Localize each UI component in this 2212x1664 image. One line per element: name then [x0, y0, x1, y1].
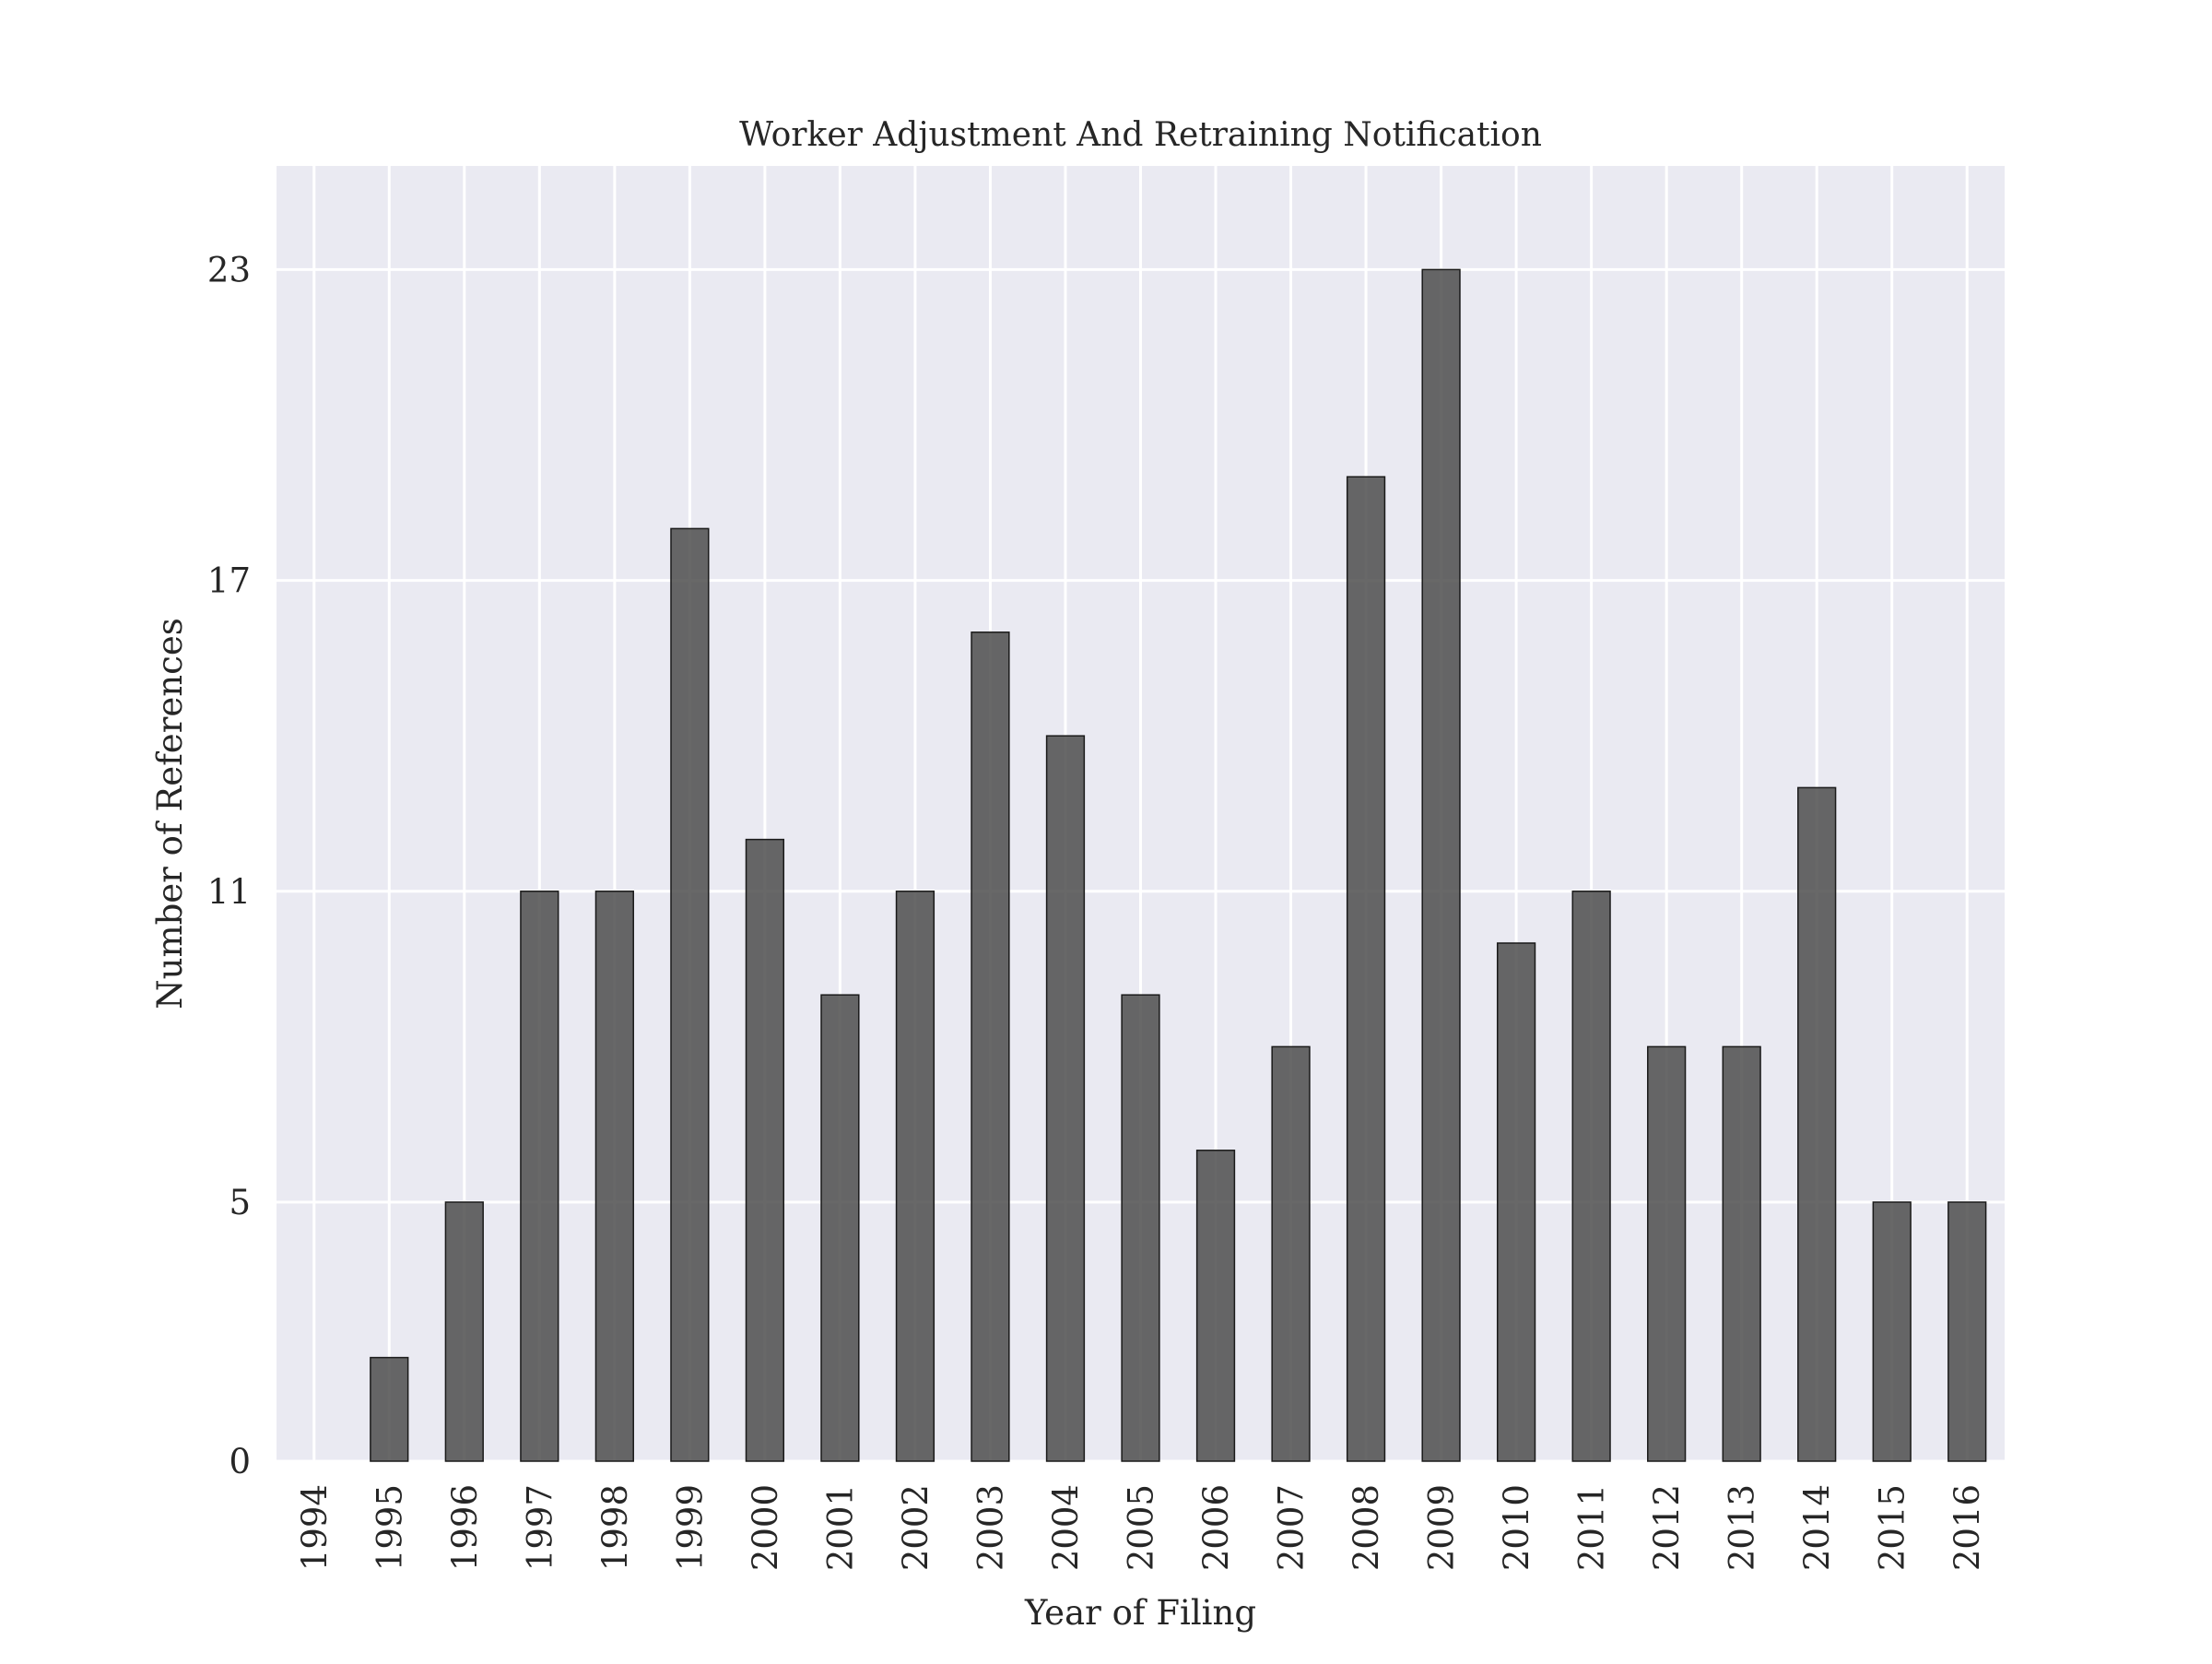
- bar-2007: [1271, 1045, 1311, 1462]
- x-axis-label: Year of Filing: [1024, 1593, 1256, 1633]
- bar-1998: [594, 891, 634, 1462]
- bar-2003: [971, 631, 1010, 1462]
- x-tick-label: 2015: [1873, 1484, 1912, 1571]
- bar-2012: [1647, 1045, 1687, 1462]
- x-tick-label: 1999: [670, 1484, 710, 1571]
- bar-2016: [1947, 1201, 1987, 1462]
- bar-2015: [1872, 1201, 1912, 1462]
- y-tick-label: 5: [229, 1183, 251, 1222]
- y-tick-label: 23: [207, 250, 251, 289]
- x-tick-label: 2007: [1272, 1484, 1312, 1571]
- bar-1999: [670, 527, 710, 1462]
- x-tick-label: 2002: [896, 1484, 935, 1571]
- x-tick-label: 1997: [520, 1484, 559, 1571]
- x-tick-label: 2005: [1122, 1484, 1161, 1571]
- x-tick-label: 2014: [1797, 1484, 1837, 1571]
- bar-2000: [745, 838, 785, 1462]
- x-tick-label: 2006: [1196, 1484, 1236, 1571]
- bar-2006: [1195, 1150, 1236, 1462]
- x-tick-label: 2012: [1647, 1484, 1687, 1571]
- bars: [370, 268, 1987, 1462]
- bar-1996: [444, 1201, 484, 1462]
- x-tick-label: 2003: [971, 1484, 1010, 1571]
- bar-2005: [1121, 994, 1160, 1462]
- x-tick-label: 1994: [295, 1484, 335, 1571]
- bar-2009: [1421, 268, 1461, 1462]
- bar-2014: [1797, 786, 1837, 1462]
- x-tick-label: 2011: [1572, 1484, 1612, 1571]
- chart-title: Worker Adjustment And Retraining Notific…: [739, 116, 1542, 154]
- bar-2001: [820, 994, 860, 1462]
- x-tick-label: 2013: [1723, 1484, 1762, 1571]
- y-tick-label: 11: [207, 872, 251, 912]
- x-tick-label: 2004: [1046, 1484, 1086, 1571]
- bar-1997: [520, 891, 559, 1462]
- x-tick-label: 2001: [820, 1484, 860, 1571]
- bar-2008: [1346, 476, 1386, 1462]
- x-tick-label: 2016: [1947, 1484, 1987, 1571]
- y-axis-label: Number of References: [150, 618, 190, 1009]
- bar-1995: [370, 1356, 409, 1462]
- bar-2013: [1722, 1045, 1761, 1462]
- x-tick-label: 2000: [746, 1484, 785, 1571]
- y-tick-label: 0: [229, 1442, 251, 1481]
- x-tick-label: 2009: [1422, 1484, 1462, 1571]
- bar-2010: [1496, 942, 1536, 1462]
- bar-2011: [1571, 891, 1611, 1462]
- bar-2004: [1045, 735, 1086, 1462]
- x-tick-label: 1995: [370, 1484, 409, 1571]
- bar-2002: [895, 891, 935, 1462]
- x-tick-label: 2008: [1347, 1484, 1386, 1571]
- tick-labels: 0 5 11 17 23 1994 1995 1996 1997 1998 1999 2000 2001…: [207, 250, 1987, 1571]
- y-tick-label: 17: [207, 561, 251, 601]
- x-tick-label: 2010: [1497, 1484, 1536, 1571]
- x-tick-label: 1996: [445, 1484, 485, 1571]
- x-tick-label: 1998: [595, 1484, 635, 1571]
